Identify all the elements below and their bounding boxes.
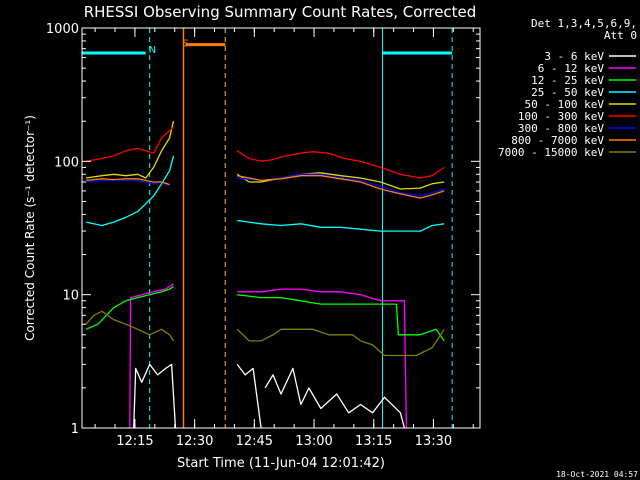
- y-axis-label: Corrected Count Rate (s⁻¹ detector⁻¹): [23, 115, 37, 341]
- x-tick-label: 12:15: [116, 434, 153, 449]
- y-tick-label: 1: [71, 422, 79, 437]
- legend-entry: 100 - 300 keV: [518, 110, 604, 123]
- series-layer: [85, 121, 445, 429]
- series-line: [133, 363, 406, 429]
- legend-header: Det 1,3,4,5,6,9,: [531, 17, 637, 30]
- x-tick-label: 13:30: [415, 434, 452, 449]
- legend-entry: 3 - 6 keV: [544, 50, 604, 63]
- chart-title: RHESSI Observing Summary Count Rates, Co…: [84, 3, 477, 21]
- x-tick-label: 13:00: [295, 434, 332, 449]
- x-tick-label: 12:30: [176, 434, 213, 449]
- legend-entry: 7000 - 15000 keV: [498, 146, 604, 159]
- series-line: [85, 310, 445, 357]
- legend-entry: 800 - 7000 keV: [511, 134, 604, 147]
- footer-date: 18-Oct-2021 04:57: [556, 470, 638, 479]
- night-marker-label: N: [149, 45, 156, 56]
- y-tick-label: 100: [54, 155, 79, 170]
- series-line: [85, 155, 445, 232]
- saa-marker-label: S: [182, 39, 188, 50]
- x-tick-label: 12:45: [236, 434, 273, 449]
- x-axis-label: Start Time (11-Jun-04 12:01:42): [177, 456, 385, 471]
- series-line: [85, 175, 445, 199]
- axes-layer: 1 10 100 1000 12:15 12:30 12:45 13:00 13:15 13:30: [46, 22, 481, 449]
- annotation-layer: NS: [82, 28, 453, 428]
- series-line: [85, 121, 445, 190]
- series-line: [85, 126, 445, 179]
- legend-header: Att 0: [604, 29, 637, 42]
- legend-entry: 12 - 25 keV: [531, 74, 604, 87]
- plot-frame: [81, 27, 481, 429]
- y-tick-label: 10: [62, 289, 79, 304]
- series-line: [85, 286, 445, 342]
- legend-entry: 6 - 12 keV: [538, 62, 605, 75]
- y-tick-label: 1000: [46, 22, 79, 37]
- legend-entry: 25 - 50 keV: [531, 86, 604, 99]
- series-line: [129, 283, 408, 429]
- legend-entry: 300 - 800 keV: [518, 122, 604, 135]
- legend-entry: 50 - 100 keV: [525, 98, 605, 111]
- x-tick-label: 13:15: [355, 434, 392, 449]
